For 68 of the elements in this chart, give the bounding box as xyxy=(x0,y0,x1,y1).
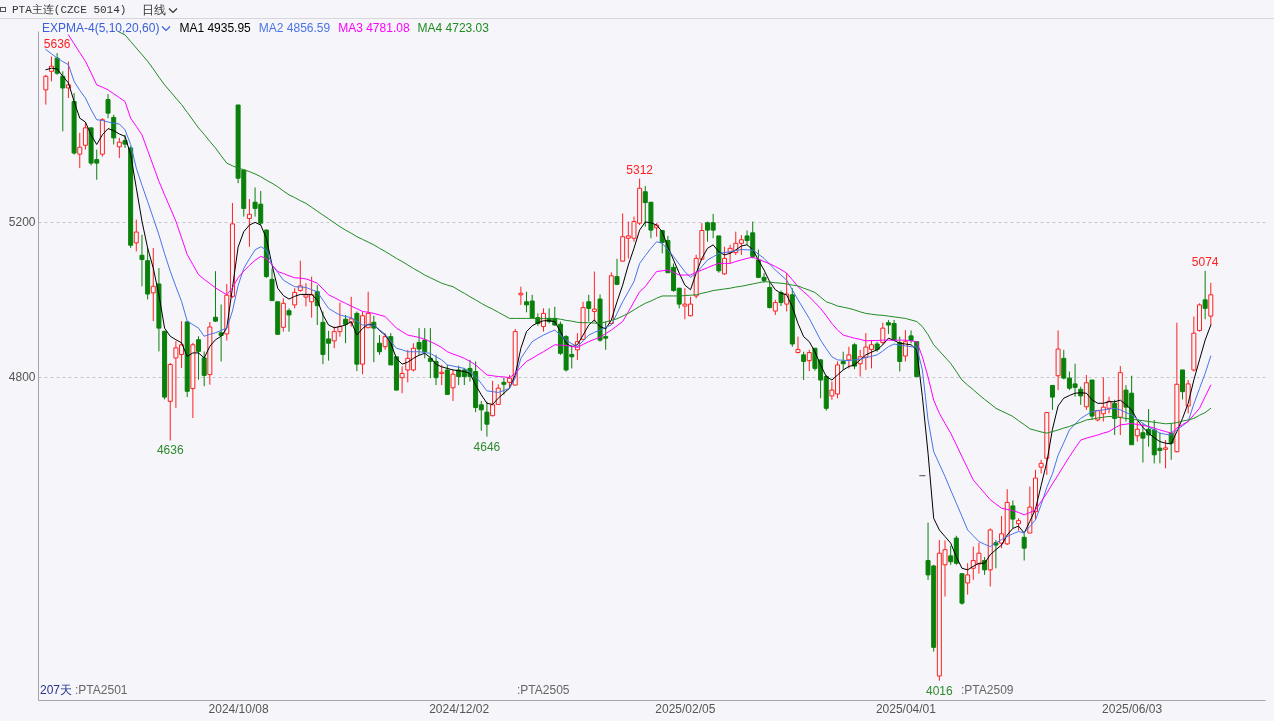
text: MA1 4935.95 xyxy=(179,21,251,35)
candlestick xyxy=(450,369,456,402)
candlestick xyxy=(840,351,846,371)
x-tick-label: 2025/04/01 xyxy=(875,701,937,716)
candlestick xyxy=(1010,500,1016,529)
candlestick xyxy=(1134,420,1140,443)
y-tick-label: 5200 xyxy=(8,215,36,230)
candlestick xyxy=(518,286,524,306)
candlestick xyxy=(246,198,252,248)
candlestick xyxy=(591,271,597,323)
candlestick xyxy=(806,349,812,372)
annotation: 207天 xyxy=(40,683,73,697)
candlestick xyxy=(116,137,122,159)
x-tick-label: 2025/06/03 xyxy=(1102,701,1163,716)
candlestick xyxy=(1208,282,1214,326)
candlestick xyxy=(795,336,801,354)
candlestick xyxy=(1049,384,1055,411)
candlestick xyxy=(43,74,49,106)
chart-title: PTA主连(CZCE 5014) xyxy=(12,3,127,17)
candlestick xyxy=(614,258,620,286)
candlestick xyxy=(201,350,207,387)
candlestick xyxy=(1202,270,1208,320)
candlestick xyxy=(139,234,145,287)
candlestick xyxy=(1021,532,1027,562)
x-tick-label: 2024/10/08 xyxy=(208,701,269,716)
annotation: 4016 xyxy=(926,683,954,698)
x-tick-label: 2024/12/02 xyxy=(429,701,490,716)
candlestick xyxy=(60,70,66,132)
candlestick xyxy=(433,354,439,386)
text: MA2 4856.59 xyxy=(258,21,331,35)
annotation: :PTA2505 xyxy=(517,683,570,697)
candlestick xyxy=(212,270,218,323)
candlestick xyxy=(1180,369,1186,400)
candlestick xyxy=(767,281,773,309)
candlestick xyxy=(501,377,507,396)
candlestick xyxy=(343,314,349,344)
text: MA3 4781.08 xyxy=(338,21,410,35)
candlestick xyxy=(286,307,292,333)
candlestick xyxy=(1163,439,1169,469)
candlestick xyxy=(196,335,202,381)
legend-title: EXPMA-4(5,10,20,60) xyxy=(42,21,160,35)
annotation: :PTA2509 xyxy=(961,683,1014,697)
candlestick xyxy=(399,365,405,394)
text: MA4 4723.03 xyxy=(417,21,489,35)
candlestick xyxy=(801,351,807,381)
candlestick xyxy=(77,132,83,169)
candlestick xyxy=(269,267,275,302)
annotation: 5074 xyxy=(1191,254,1219,269)
candlestick xyxy=(1038,459,1044,474)
candlestick xyxy=(484,401,490,438)
candlestick xyxy=(133,219,139,252)
chart-subtitle: 日线 xyxy=(142,3,167,17)
candlestick xyxy=(82,122,88,151)
candlestick xyxy=(965,562,971,596)
candlestick xyxy=(105,93,111,119)
annotation: 5636 xyxy=(43,37,71,52)
candlestick xyxy=(846,346,852,369)
y-tick-label: 4800 xyxy=(8,370,36,385)
annotation: :PTA2501 xyxy=(75,683,128,697)
x-tick-label: 2025/02/05 xyxy=(655,701,716,716)
candlestick xyxy=(439,364,445,386)
candlestick xyxy=(376,334,382,356)
candlestick xyxy=(586,294,592,323)
candlestick xyxy=(150,247,156,322)
annotation: 4646 xyxy=(473,439,501,454)
candlestick xyxy=(218,303,224,362)
annotation: 5312 xyxy=(626,162,654,177)
annotation: 4636 xyxy=(156,443,184,458)
